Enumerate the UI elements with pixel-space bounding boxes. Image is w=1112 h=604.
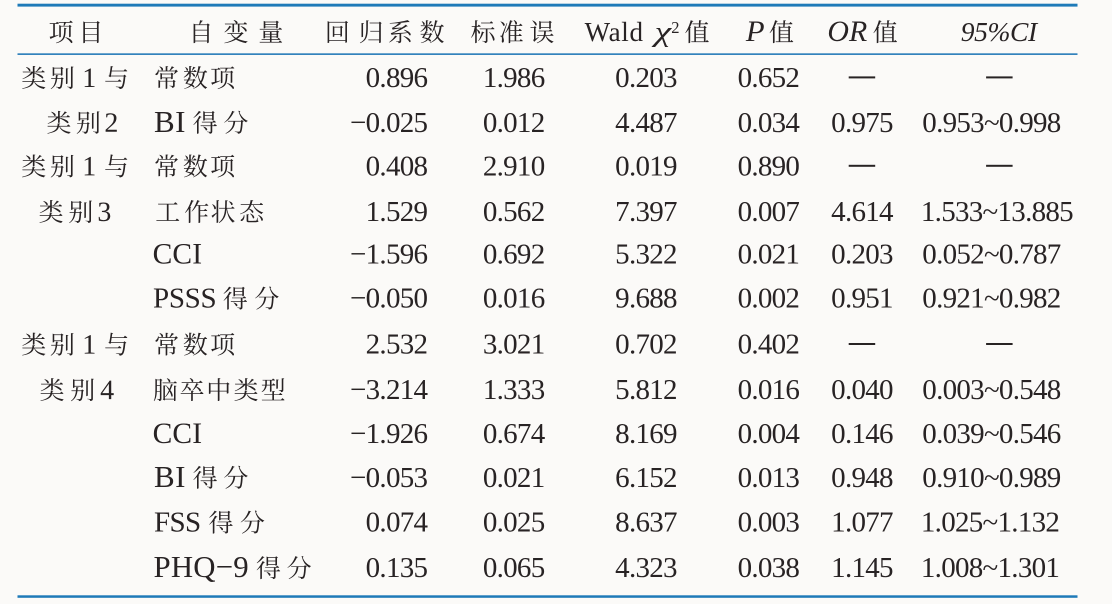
svg-text:1.986: 1.986 — [483, 62, 545, 94]
svg-text:0.013: 0.013 — [738, 462, 800, 494]
svg-text:0.003: 0.003 — [738, 507, 800, 539]
svg-text:1.533~13.885: 1.533~13.885 — [921, 196, 1073, 228]
svg-text:0.408: 0.408 — [366, 150, 428, 182]
svg-text:0.025: 0.025 — [483, 507, 545, 539]
svg-text:0.203: 0.203 — [615, 62, 677, 94]
svg-text:0.065: 0.065 — [483, 552, 545, 584]
svg-text:0.702: 0.702 — [615, 329, 677, 361]
svg-text:PSSS: PSSS — [153, 283, 216, 315]
svg-text:Wald: Wald — [585, 17, 644, 47]
svg-text:6.152: 6.152 — [615, 462, 677, 494]
svg-text:0.146: 0.146 — [831, 418, 893, 450]
svg-text:0.692: 0.692 — [483, 239, 545, 271]
svg-text:4.323: 4.323 — [615, 552, 677, 584]
svg-text:0.007: 0.007 — [738, 196, 800, 228]
svg-text:0.890: 0.890 — [738, 150, 800, 182]
svg-text:8.169: 8.169 — [615, 418, 677, 450]
svg-text:−1.926: −1.926 — [350, 418, 428, 450]
svg-text:3.021: 3.021 — [483, 329, 545, 361]
svg-text:0.016: 0.016 — [483, 283, 545, 315]
svg-text:0.948: 0.948 — [831, 462, 893, 494]
svg-text:0.012: 0.012 — [483, 107, 545, 139]
svg-text:P: P — [745, 15, 765, 48]
svg-text:1.145: 1.145 — [831, 552, 893, 584]
svg-text:5.812: 5.812 — [615, 374, 677, 406]
svg-text:8.637: 8.637 — [615, 507, 677, 539]
svg-text:−0.050: −0.050 — [350, 283, 428, 315]
svg-text:PHQ−9: PHQ−9 — [154, 550, 249, 584]
svg-text:0.040: 0.040 — [831, 374, 893, 406]
svg-text:0.002: 0.002 — [738, 283, 800, 315]
svg-text:1.333: 1.333 — [483, 374, 545, 406]
svg-text:9.688: 9.688 — [615, 283, 677, 315]
svg-text:0.951: 0.951 — [831, 283, 893, 315]
svg-text:OR: OR — [827, 16, 867, 48]
svg-text:2.532: 2.532 — [366, 329, 428, 361]
svg-text:0.074: 0.074 — [366, 507, 429, 539]
svg-text:0.038: 0.038 — [738, 552, 800, 584]
svg-text:2: 2 — [671, 18, 679, 37]
svg-text:5.322: 5.322 — [615, 239, 677, 271]
svg-text:0.019: 0.019 — [615, 150, 677, 182]
svg-text:4.614: 4.614 — [831, 196, 894, 228]
svg-text:0.910~0.989: 0.910~0.989 — [922, 462, 1060, 494]
svg-text:FSS: FSS — [154, 507, 201, 539]
svg-text:1.077: 1.077 — [831, 507, 893, 539]
svg-text:2.910: 2.910 — [483, 150, 545, 182]
svg-text:4.487: 4.487 — [615, 107, 677, 139]
svg-text:0.003~0.548: 0.003~0.548 — [922, 374, 1060, 406]
svg-text:0.402: 0.402 — [738, 329, 800, 361]
svg-text:CCI: CCI — [153, 239, 203, 271]
svg-text:0.004: 0.004 — [738, 418, 801, 450]
svg-text:1.025~1.132: 1.025~1.132 — [921, 507, 1059, 539]
svg-text:0.016: 0.016 — [738, 374, 800, 406]
svg-text:0.562: 0.562 — [483, 196, 545, 228]
svg-text:0.034: 0.034 — [738, 107, 801, 139]
svg-text:−1.596: −1.596 — [350, 239, 428, 271]
svg-text:0.021: 0.021 — [483, 462, 545, 494]
svg-text:−0.053: −0.053 — [350, 462, 428, 494]
svg-text:−0.025: −0.025 — [350, 107, 428, 139]
svg-text:1.008~1.301: 1.008~1.301 — [921, 552, 1059, 584]
svg-text:7.397: 7.397 — [615, 196, 677, 228]
svg-text:0.052~0.787: 0.052~0.787 — [922, 239, 1060, 271]
svg-text:0.652: 0.652 — [738, 62, 800, 94]
svg-text:BI: BI — [154, 104, 186, 139]
svg-text:0.203: 0.203 — [831, 239, 893, 271]
svg-text:95%CI: 95%CI — [961, 16, 1039, 47]
svg-text:0.953~0.998: 0.953~0.998 — [922, 107, 1060, 139]
svg-text:0.921~0.982: 0.921~0.982 — [922, 283, 1060, 315]
svg-text:−3.214: −3.214 — [350, 374, 429, 406]
svg-text:0.975: 0.975 — [831, 107, 893, 139]
svg-text:0.896: 0.896 — [366, 62, 428, 94]
svg-text:0.674: 0.674 — [483, 418, 546, 450]
svg-text:1.529: 1.529 — [366, 196, 428, 228]
svg-text:0.135: 0.135 — [366, 552, 428, 584]
svg-text:0.039~0.546: 0.039~0.546 — [922, 418, 1060, 450]
svg-text:CCI: CCI — [153, 418, 203, 450]
svg-text:BI: BI — [154, 459, 186, 494]
svg-text:0.021: 0.021 — [738, 239, 800, 271]
svg-text:χ: χ — [651, 17, 672, 48]
